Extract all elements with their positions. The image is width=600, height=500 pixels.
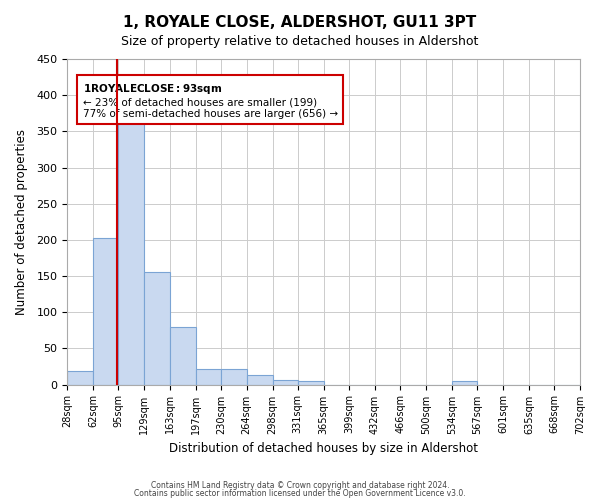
Bar — [221, 370, 247, 384]
Text: Contains public sector information licensed under the Open Government Licence v3: Contains public sector information licen… — [134, 488, 466, 498]
Bar — [247, 375, 272, 384]
Bar — [67, 371, 93, 384]
Bar — [144, 272, 170, 384]
Y-axis label: Number of detached properties: Number of detached properties — [15, 129, 28, 315]
Bar — [118, 119, 144, 384]
Bar — [170, 328, 196, 384]
Bar — [93, 238, 118, 384]
Text: $\bf{1 ROYALE CLOSE: 93sqm}$
← 23% of detached houses are smaller (199)
77% of s: $\bf{1 ROYALE CLOSE: 93sqm}$ ← 23% of de… — [83, 82, 338, 119]
X-axis label: Distribution of detached houses by size in Aldershot: Distribution of detached houses by size … — [169, 442, 478, 455]
Text: Size of property relative to detached houses in Aldershot: Size of property relative to detached ho… — [121, 35, 479, 48]
Text: 1, ROYALE CLOSE, ALDERSHOT, GU11 3PT: 1, ROYALE CLOSE, ALDERSHOT, GU11 3PT — [124, 15, 476, 30]
Bar — [452, 381, 477, 384]
Bar — [298, 381, 323, 384]
Text: Contains HM Land Registry data © Crown copyright and database right 2024.: Contains HM Land Registry data © Crown c… — [151, 481, 449, 490]
Bar — [272, 380, 298, 384]
Bar — [196, 368, 221, 384]
